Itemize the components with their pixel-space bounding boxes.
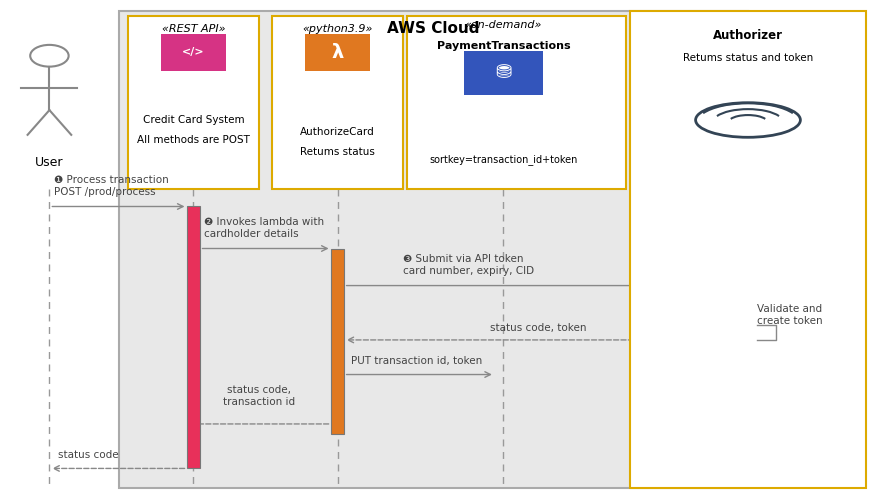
Text: «python3.9»: «python3.9» [302,23,373,34]
Text: λ: λ [331,43,343,62]
FancyBboxPatch shape [187,206,200,469]
Text: All methods are POST: All methods are POST [137,135,250,145]
Text: ⛃: ⛃ [495,64,512,83]
Text: PaymentTransactions: PaymentTransactions [436,41,570,51]
FancyBboxPatch shape [739,286,757,340]
FancyBboxPatch shape [331,248,343,434]
FancyBboxPatch shape [305,33,371,71]
FancyBboxPatch shape [634,16,861,189]
Text: «REST API»: «REST API» [162,23,225,34]
Text: sortkey=transaction_id+token: sortkey=transaction_id+token [429,154,577,165]
Text: Validate and
create token: Validate and create token [757,305,823,326]
Text: Retums status: Retums status [300,147,375,157]
Text: ❷ Invokes lambda with
cardholder details: ❷ Invokes lambda with cardholder details [204,217,324,239]
FancyBboxPatch shape [272,16,403,189]
Text: status code, token: status code, token [491,323,587,332]
Text: PUT transaction id, token: PUT transaction id, token [350,356,482,366]
Text: status code: status code [58,450,119,460]
Text: status code,
transaction id: status code, transaction id [223,385,295,407]
Text: User: User [35,156,64,168]
FancyBboxPatch shape [464,51,543,95]
Text: ❸ Submit via API token
card number, expiry, CID: ❸ Submit via API token card number, expi… [403,254,534,276]
Text: ❶ Process transaction
POST /prod/process: ❶ Process transaction POST /prod/process [53,175,168,197]
FancyBboxPatch shape [119,11,748,488]
FancyBboxPatch shape [161,33,226,71]
Text: Credit Card System: Credit Card System [143,115,244,125]
FancyBboxPatch shape [630,11,865,488]
Text: AWS Cloud: AWS Cloud [387,21,480,36]
Text: AuthorizeCard: AuthorizeCard [300,127,375,137]
FancyBboxPatch shape [407,16,625,189]
Text: </>: </> [182,47,205,57]
Text: Retums status and token: Retums status and token [683,53,813,63]
Text: «on-demand»: «on-demand» [465,20,542,30]
FancyBboxPatch shape [128,16,259,189]
Text: Authorizer: Authorizer [713,29,783,42]
